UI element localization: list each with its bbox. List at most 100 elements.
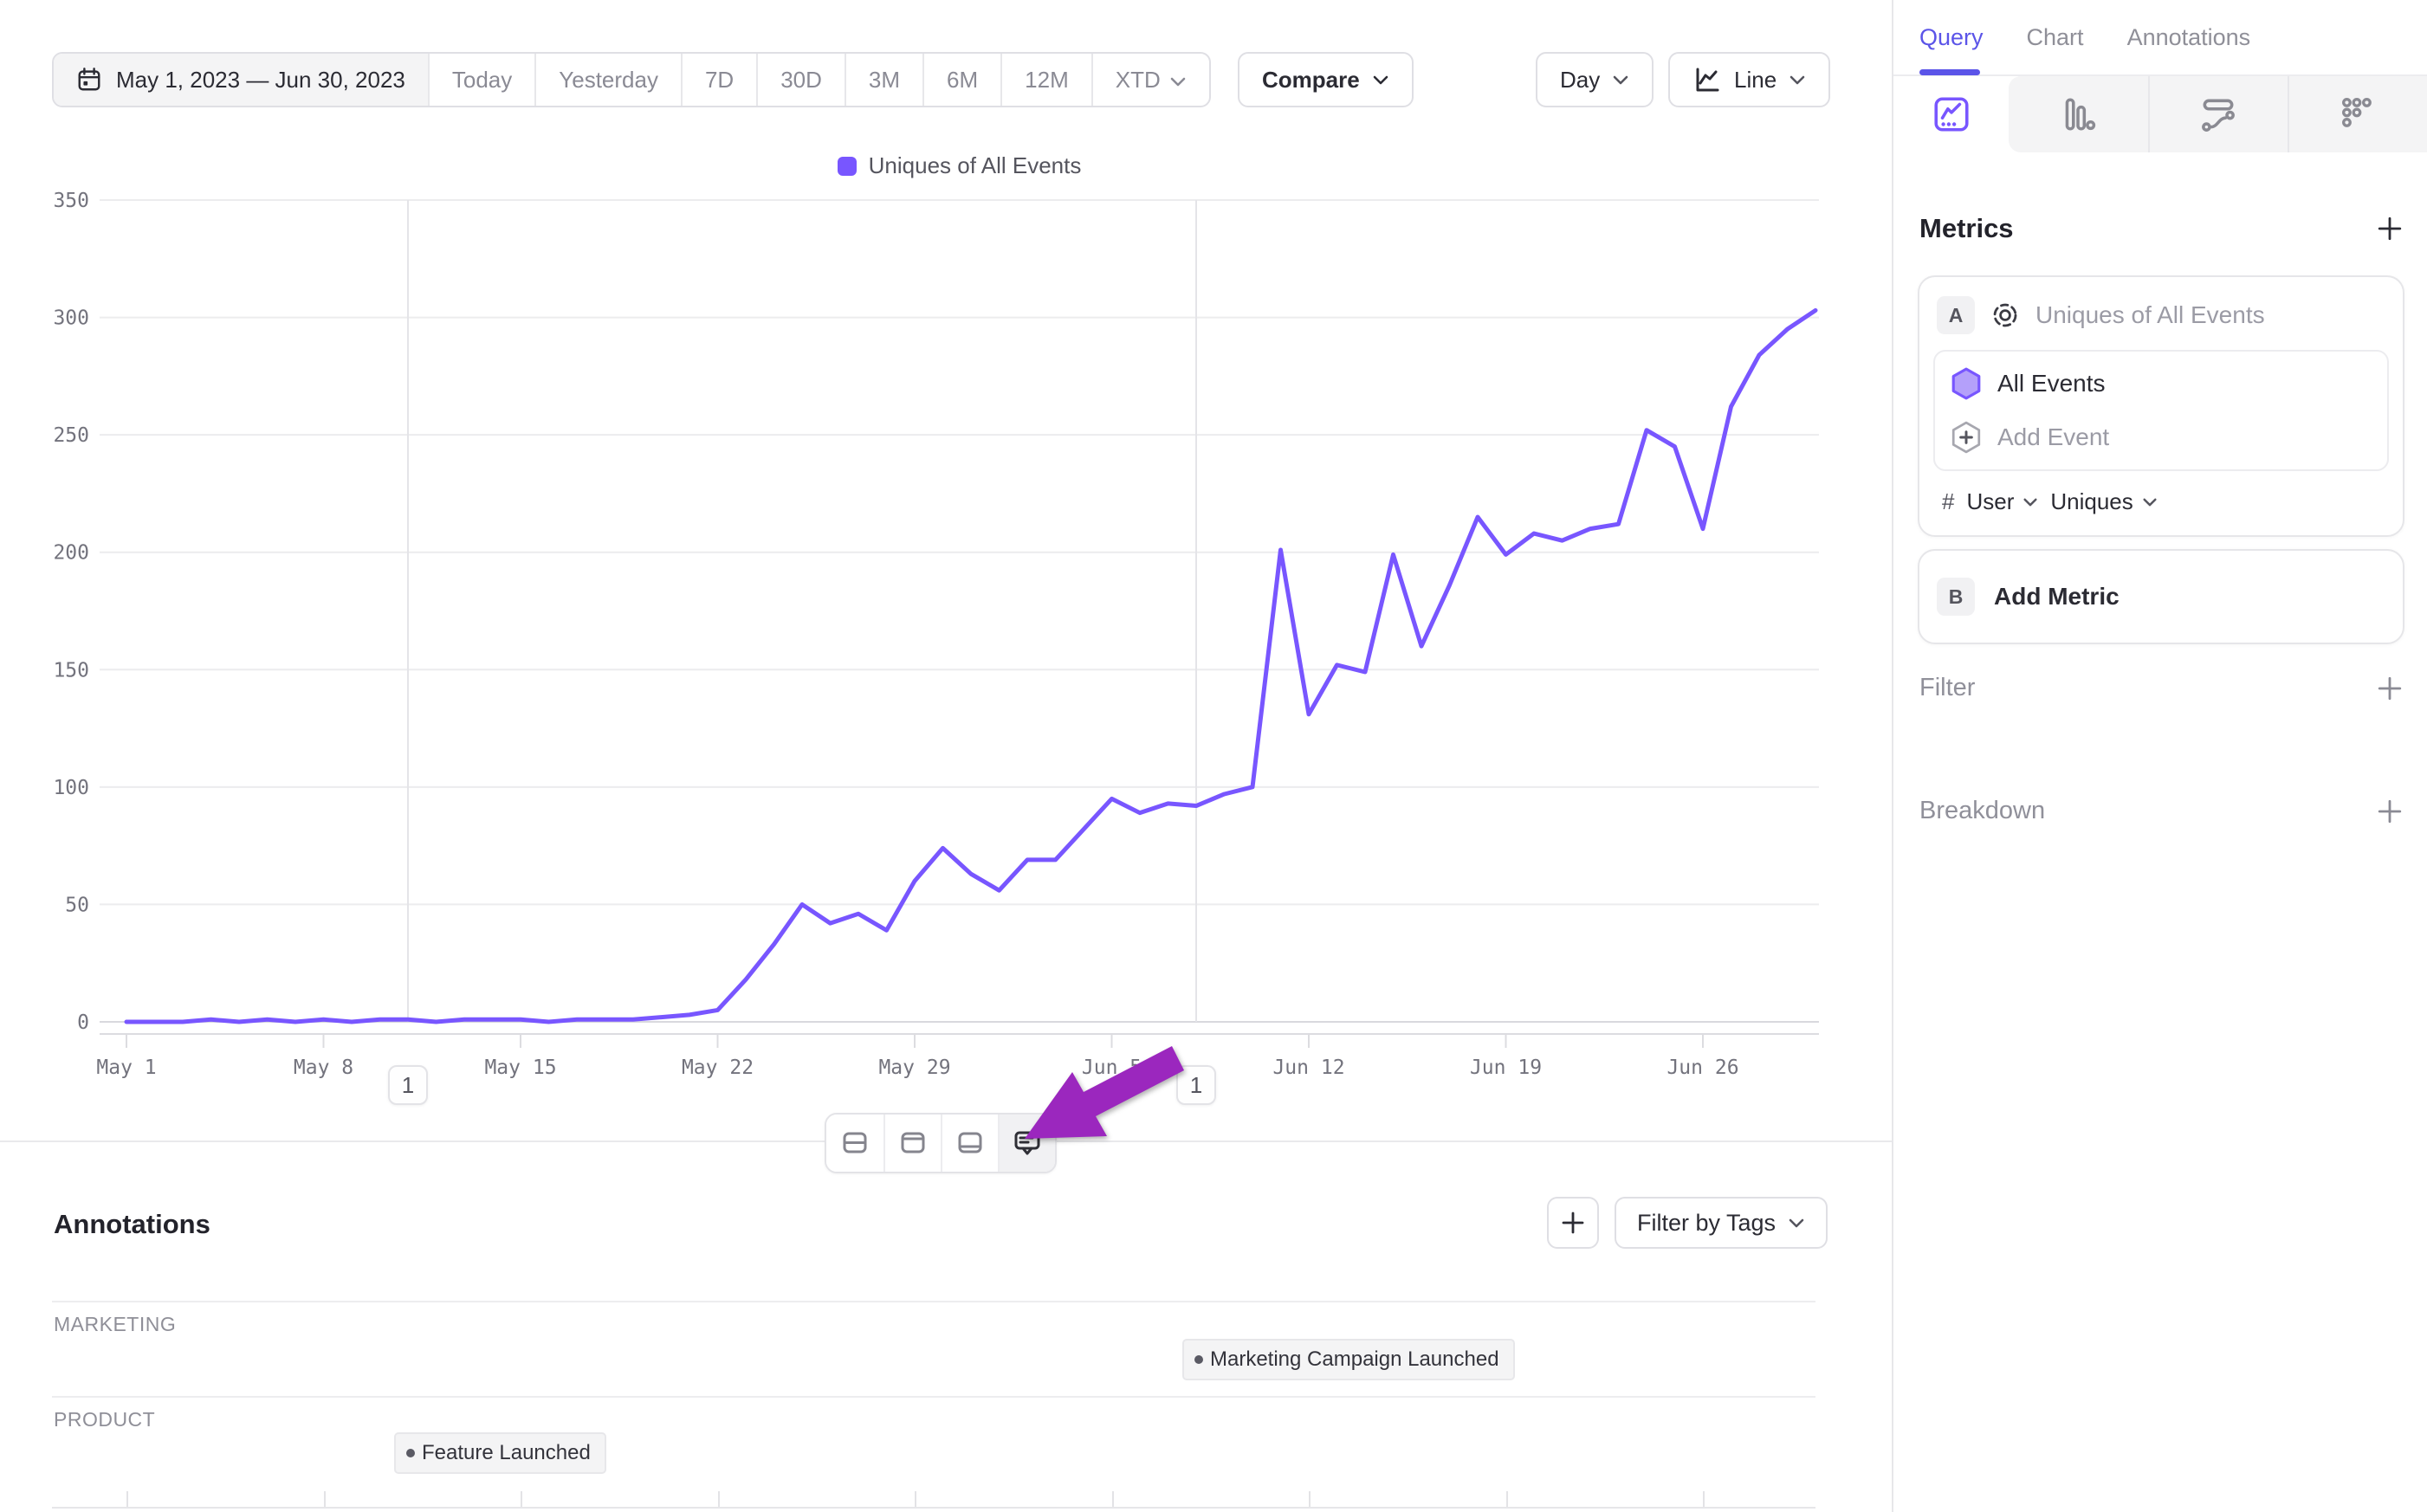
legend-swatch	[837, 156, 857, 176]
breakdown-section: Breakdown	[1919, 797, 2403, 825]
filter-by-tags-button[interactable]: Filter by Tags	[1615, 1197, 1828, 1249]
chevron-down-icon	[1790, 75, 1805, 84]
x-axis-tick-label: Jun 19	[1470, 1056, 1542, 1079]
x-axis-tick-label: Jun 26	[1667, 1056, 1738, 1079]
query-builder-sidebar: Query Chart Annotations Metrics	[1892, 0, 2427, 1512]
annotation-chip-label: Marketing Campaign Launched	[1210, 1347, 1499, 1371]
y-axis-tick-label: 100	[53, 777, 89, 799]
annotation-chip-label: Feature Launched	[422, 1441, 591, 1464]
chevron-down-icon	[1789, 1218, 1804, 1227]
y-axis-tick-label: 150	[53, 659, 89, 682]
calendar-icon	[78, 68, 100, 91]
chart-type-insights-button[interactable]	[1893, 76, 2009, 152]
y-axis-tick-label: 50	[65, 894, 89, 916]
add-breakdown-plus-icon[interactable]	[2377, 798, 2403, 824]
x-axis-tick-label: Jun 12	[1272, 1056, 1344, 1079]
annotation-group-label-product: PRODUCT	[54, 1408, 156, 1431]
active-tab-underline	[1919, 69, 1980, 75]
line-chart-icon	[1696, 68, 1719, 92]
add-metric-label: Add Metric	[1994, 583, 2120, 610]
split-horizontal-view-button[interactable]	[826, 1115, 883, 1172]
tab-annotations[interactable]: Annotations	[2126, 23, 2251, 50]
annotation-chip[interactable]: Marketing Campaign Launched	[1182, 1339, 1515, 1380]
metrics-section-title: Metrics	[1919, 213, 2014, 243]
annotation-count-badge[interactable]: 1	[388, 1065, 428, 1105]
y-axis-tick-label: 200	[53, 542, 89, 565]
date-range-picker[interactable]: May 1, 2023 — Jun 30, 2023	[54, 54, 428, 106]
chart-type-dots-button[interactable]	[2287, 76, 2427, 152]
preset-xtd[interactable]: XTD	[1091, 54, 1209, 106]
date-range-label: May 1, 2023 — Jun 30, 2023	[116, 66, 405, 93]
aggregation-selector[interactable]: Uniques	[2050, 488, 2157, 515]
event-list-card: All Events Add Event	[1933, 350, 2389, 471]
tab-query[interactable]: Query	[1919, 23, 1984, 50]
preset-12m[interactable]: 12M	[1000, 54, 1091, 106]
chevron-down-icon	[1613, 75, 1628, 84]
annotation-chip[interactable]: Feature Launched	[394, 1432, 606, 1474]
sidebar-tab-bar: Query Chart Annotations	[1893, 0, 2427, 76]
metric-card-a[interactable]: A Uniques of All Events All Events Add E…	[1918, 275, 2404, 537]
preset-3m[interactable]: 3M	[844, 54, 922, 106]
preset-7d[interactable]: 7D	[680, 54, 756, 106]
chart-type-group	[2009, 76, 2427, 152]
preset-6m[interactable]: 6M	[922, 54, 1000, 106]
x-axis-tick-label: May 29	[878, 1056, 950, 1079]
chart-type-dropdown[interactable]: Line	[1668, 52, 1831, 107]
panel-bottom-view-button[interactable]	[941, 1115, 998, 1172]
x-axis-tick-label: May 22	[682, 1056, 754, 1079]
chevron-down-icon	[2143, 498, 2157, 506]
chart-type-bar-button[interactable]	[2009, 76, 2148, 152]
x-axis-tick-label: May 8	[294, 1056, 353, 1079]
compare-button[interactable]: Compare	[1238, 52, 1414, 107]
y-axis-tick-label: 350	[53, 190, 89, 212]
metric-id-badge-b: B	[1937, 578, 1975, 616]
annotation-dot	[406, 1449, 415, 1457]
line-chart[interactable]: 0 50 100 150 200 250 300 350 May 1 May 8 May 15 May…	[0, 0, 1892, 1117]
annotations-timeline-ruler	[52, 1507, 1815, 1509]
add-filter-plus-icon[interactable]	[2377, 675, 2403, 701]
chart-legend[interactable]: Uniques of All Events	[100, 152, 1819, 179]
metric-settings-icon[interactable]	[1990, 300, 2020, 330]
annotation-dot	[1194, 1355, 1203, 1364]
panel-top-view-button[interactable]	[883, 1115, 941, 1172]
preset-30d[interactable]: 30D	[756, 54, 845, 106]
layout-view-toolbar	[825, 1113, 1057, 1173]
date-range-toolbar: May 1, 2023 — Jun 30, 2023 Today Yesterd…	[52, 52, 1211, 107]
chevron-down-icon	[1373, 75, 1388, 84]
interval-dropdown[interactable]: Day	[1536, 52, 1654, 107]
preset-yesterday[interactable]: Yesterday	[534, 54, 681, 106]
preset-today[interactable]: Today	[427, 54, 534, 106]
annotations-panel-title: Annotations	[54, 1209, 210, 1239]
metric-id-badge: A	[1937, 296, 1975, 334]
x-axis-tick-label: May 15	[484, 1056, 556, 1079]
count-type-symbol: #	[1942, 488, 1955, 514]
y-axis-tick-label: 250	[53, 424, 89, 447]
chart-type-switcher	[1893, 76, 2427, 152]
chart-type-flows-button[interactable]	[2147, 76, 2288, 152]
legend-label: Uniques of All Events	[868, 152, 1082, 178]
event-row-all-events[interactable]: All Events	[1935, 357, 2387, 410]
add-metric-card[interactable]: B Add Metric	[1918, 549, 2404, 644]
plus-icon	[1562, 1212, 1584, 1234]
insights-line-icon	[1933, 97, 1969, 132]
chevron-down-icon	[1169, 67, 1187, 94]
add-event-hexagon-icon	[1951, 421, 1981, 454]
add-annotation-button[interactable]	[1547, 1197, 1599, 1249]
add-event-row[interactable]: Add Event	[1935, 410, 2387, 464]
y-axis-tick-label: 300	[53, 307, 89, 330]
y-axis-tick-label: 0	[77, 1011, 89, 1034]
chevron-down-icon	[2023, 498, 2037, 506]
tab-chart[interactable]: Chart	[2026, 23, 2084, 50]
filter-section-label: Filter	[1919, 674, 1976, 701]
metric-name[interactable]: Uniques of All Events	[2035, 301, 2265, 328]
add-metric-plus-icon[interactable]	[2377, 216, 2403, 242]
group-divider	[52, 1301, 1815, 1302]
event-hexagon-icon	[1951, 367, 1981, 400]
filter-section: Filter	[1919, 674, 2403, 702]
annotation-group-label-marketing: MARKETING	[54, 1313, 177, 1335]
annotation-count-badge[interactable]: 1	[1176, 1065, 1216, 1105]
pointer-arrow-annotation	[1025, 1046, 1184, 1139]
group-divider	[52, 1396, 1815, 1398]
entity-selector[interactable]: User	[1966, 488, 2038, 515]
